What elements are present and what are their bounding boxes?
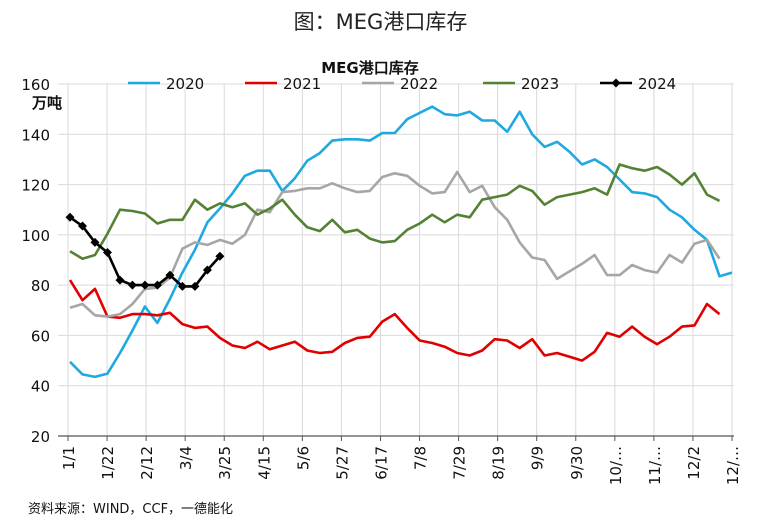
x-tick-label: 7/29 — [451, 446, 469, 480]
series-line-2024 — [69, 216, 221, 288]
legend-label-2021: 2021 — [283, 75, 321, 93]
figure-title: 图：MEG港口库存 — [293, 10, 468, 34]
legend: 2020 2021 2022 2023 2024 — [128, 75, 676, 93]
y-tick-label: 20 — [31, 428, 50, 446]
data-point-2024 — [177, 281, 187, 291]
y-tick-label: 160 — [21, 76, 50, 94]
data-point-2024 — [202, 265, 212, 275]
axes: 20 40 60 80 100 120 140 160 1/1 1/22 2/12 3/4 3/25 4/… — [21, 76, 742, 485]
legend-label-2024: 2024 — [638, 75, 676, 93]
series-line-2022 — [69, 170, 721, 318]
legend-label-2023: 2023 — [521, 75, 559, 93]
x-tick-label: 12/2 — [685, 446, 703, 480]
x-tick-label: 12/… — [724, 446, 742, 485]
y-tick-label: 100 — [21, 227, 50, 245]
series-line-2021 — [68, 279, 721, 362]
x-tick-label: 2/12 — [138, 446, 156, 480]
x-tick-label: 1/1 — [60, 446, 78, 470]
chart-title: MEG港口库存 — [321, 59, 419, 77]
source-note: 资料来源：WIND，CCF，一德能化 — [28, 502, 234, 517]
data-point-2024 — [127, 280, 137, 290]
x-tick-label: 3/4 — [177, 446, 195, 470]
x-tick-label: 4/15 — [255, 446, 273, 480]
x-tick-label: 11/… — [646, 446, 664, 485]
data-point-2024 — [152, 280, 162, 290]
legend-label-2020: 2020 — [166, 75, 204, 93]
x-tick-label: 6/17 — [372, 446, 390, 480]
series-line-2020 — [69, 105, 733, 379]
x-tick-label: 9/30 — [568, 446, 586, 480]
y-axis-unit-label: 万吨 — [31, 94, 62, 112]
data-point-2024 — [165, 270, 175, 280]
x-tick-label: 1/22 — [99, 446, 117, 480]
series-layer — [65, 105, 733, 379]
x-tick-label: 8/19 — [490, 446, 508, 480]
legend-label-2022: 2022 — [400, 75, 438, 93]
x-tick-label: 7/8 — [412, 446, 430, 470]
data-point-2024 — [65, 212, 75, 222]
data-point-2024 — [77, 221, 87, 231]
data-point-2024 — [90, 237, 100, 247]
x-tick-label: 5/27 — [333, 446, 351, 480]
data-point-2024 — [115, 275, 125, 285]
data-point-2024 — [102, 247, 112, 257]
x-tick-label: 5/6 — [294, 446, 312, 470]
x-tick-label: 10/… — [607, 446, 625, 485]
y-tick-label: 60 — [31, 327, 50, 345]
data-point-2024 — [190, 281, 200, 291]
y-tick-label: 120 — [21, 177, 50, 195]
data-point-2024 — [140, 280, 150, 290]
data-point-2024 — [215, 251, 225, 261]
y-tick-label: 140 — [21, 126, 50, 144]
x-tick-label: 9/9 — [529, 446, 547, 470]
y-tick-label: 80 — [31, 277, 50, 295]
y-tick-label: 40 — [31, 378, 50, 396]
series-line-2023 — [69, 163, 721, 261]
grid-lines — [58, 83, 734, 437]
x-tick-label: 3/25 — [216, 446, 234, 480]
legend-marker-2024 — [611, 78, 621, 88]
